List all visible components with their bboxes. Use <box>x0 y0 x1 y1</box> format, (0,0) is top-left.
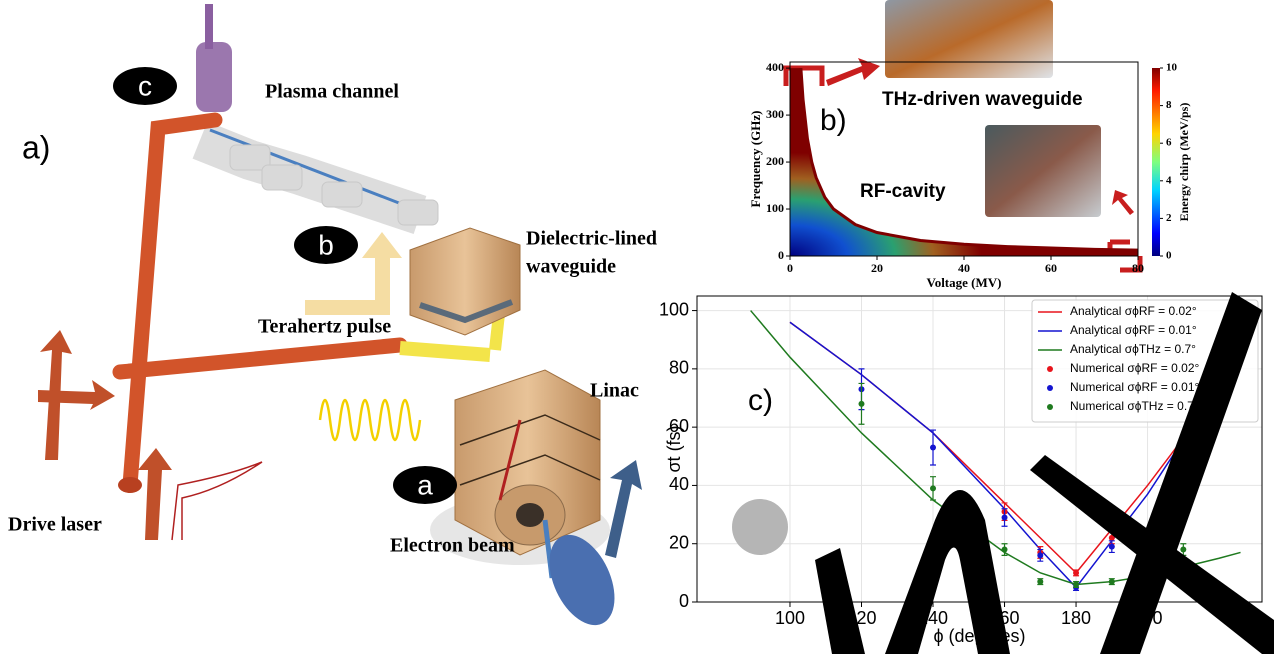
legend-label: Numerical σϕTHz = 0.7° <box>1070 399 1199 413</box>
x-tick-label: 60 <box>1045 261 1057 275</box>
annotation: RF-cavity <box>860 181 946 202</box>
y-tick-label: 40 <box>669 474 689 494</box>
x-axis-label: Voltage (MV) <box>927 275 1002 290</box>
colorbar-tick-label: 0 <box>1166 250 1172 262</box>
legend-label: Analytical σϕRF = 0.01° <box>1070 323 1197 337</box>
x-tick-label: 100 <box>775 608 805 628</box>
point <box>1073 582 1079 588</box>
x-tick-label: 180 <box>1061 608 1091 628</box>
callout: Dielectric-lined <box>526 228 657 250</box>
arrow <box>1112 190 1134 215</box>
callout: waveguide <box>526 256 616 278</box>
y-axis-label: σt (fs) <box>664 425 684 472</box>
y-tick-label: 400 <box>766 60 784 74</box>
legend-marker <box>1047 404 1053 410</box>
y-tick-label: 0 <box>679 591 689 611</box>
photo <box>885 0 1053 78</box>
point <box>1037 579 1043 585</box>
panel-label: a) <box>22 129 50 165</box>
y-tick-label: 100 <box>766 201 784 215</box>
marker-label: c <box>138 70 152 101</box>
plasma-cell <box>196 42 232 112</box>
legend-marker <box>1047 385 1053 391</box>
component <box>398 200 438 225</box>
arrow <box>138 448 172 540</box>
colorbar-label: Energy chirp (MeV/ps) <box>1177 103 1191 222</box>
y-tick-label: 20 <box>669 532 689 552</box>
colorbar <box>1152 68 1160 256</box>
point <box>930 445 936 451</box>
thz-wave <box>320 400 420 440</box>
annotation: THz-driven waveguide <box>882 89 1083 110</box>
legend-label: Analytical σϕTHz = 0.7° <box>1070 342 1196 356</box>
component <box>322 182 362 207</box>
panel-label: c) <box>748 384 773 417</box>
y-axis-label: Frequency (GHz) <box>748 111 763 208</box>
component <box>262 165 302 190</box>
callout: Terahertz pulse <box>258 316 391 338</box>
x-tick-label: 20 <box>871 261 883 275</box>
panel-label: b) <box>820 104 847 137</box>
laser-beam <box>120 345 400 372</box>
y-tick-label: 80 <box>669 358 689 378</box>
callout: Drive laser <box>8 514 102 536</box>
point <box>1180 547 1186 553</box>
point <box>858 401 864 407</box>
legend-label: Numerical σϕRF = 0.02° <box>1070 361 1200 375</box>
point <box>1002 514 1008 520</box>
laser-beam <box>130 120 215 485</box>
y-tick-label: 0 <box>778 248 784 262</box>
y-tick-label: 200 <box>766 154 784 168</box>
point <box>930 485 936 491</box>
marker-label: b <box>318 229 334 260</box>
arrow <box>605 460 642 558</box>
y-tick-label: 300 <box>766 107 784 121</box>
point <box>1109 544 1115 550</box>
point <box>1109 579 1115 585</box>
legend-label: Analytical σϕRF = 0.02° <box>1070 304 1197 318</box>
plasma-tube <box>205 4 213 49</box>
point <box>1073 570 1079 576</box>
x-tick-label: 80 <box>1132 261 1144 275</box>
callout: Linac <box>590 380 639 402</box>
x-tick-label: 40 <box>958 261 970 275</box>
colorbar-tick-label: 10 <box>1166 62 1178 74</box>
laser-pulse <box>172 462 262 540</box>
callout: Electron beam <box>390 535 515 557</box>
colorbar-tick-label: 4 <box>1166 174 1172 186</box>
point <box>1037 552 1043 558</box>
legend-marker <box>1047 366 1053 372</box>
callout: Plasma channel <box>265 81 399 103</box>
figure: a) c <box>0 0 1274 654</box>
y-tick-label: 100 <box>659 299 689 319</box>
colorbar-tick-label: 2 <box>1166 212 1172 224</box>
colorbar-tick-label: 8 <box>1166 99 1172 111</box>
colorbar-tick-label: 6 <box>1166 137 1172 149</box>
point <box>1002 547 1008 553</box>
photo <box>985 125 1101 217</box>
marker-label: a <box>417 469 433 500</box>
x-tick-label: 0 <box>787 261 793 275</box>
legend-label: Numerical σϕRF = 0.01° <box>1070 380 1200 394</box>
thz-beam <box>400 348 490 355</box>
panel-a: a) c <box>8 4 657 635</box>
beam-end <box>118 477 142 493</box>
